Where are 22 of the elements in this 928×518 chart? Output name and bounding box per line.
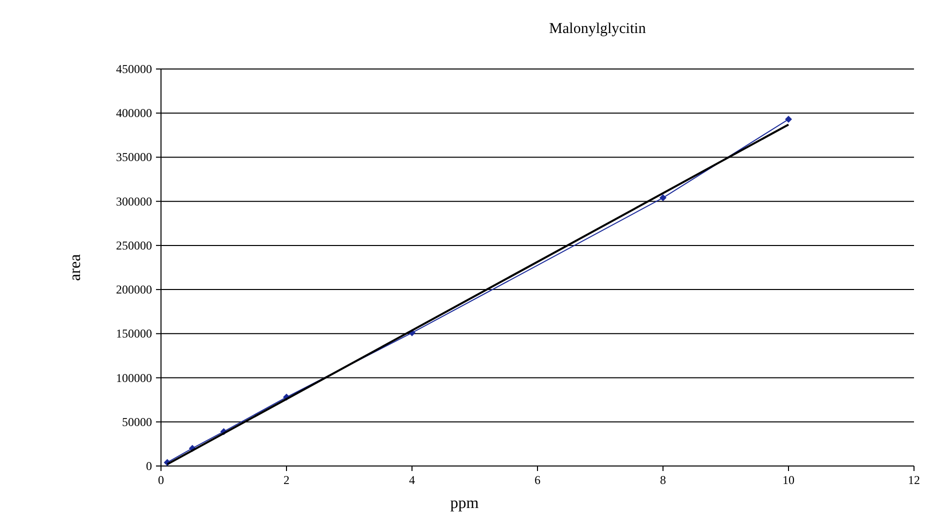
x-tick-label: 2 <box>284 473 290 487</box>
y-tick-label: 0 <box>146 459 152 473</box>
y-tick-label: 300000 <box>116 194 152 208</box>
y-tick-label: 100000 <box>116 370 152 385</box>
y-tick-label: 450000 <box>116 62 152 76</box>
x-tick-label: 0 <box>158 473 164 487</box>
y-tick-label: 400000 <box>116 106 152 120</box>
y-tick-label: 200000 <box>116 282 152 297</box>
point <box>660 194 666 202</box>
x-tick-label: 8 <box>660 473 666 487</box>
x-tick-label: 6 <box>534 473 540 487</box>
chart-title: Malonylglycitin <box>549 21 646 37</box>
x-tick-label: 10 <box>782 473 794 487</box>
y-axis-title: area <box>67 254 84 281</box>
point <box>785 116 792 123</box>
x-axis-title: ppm <box>450 495 480 512</box>
y-tick-label: 50000 <box>122 414 152 429</box>
x-tick-label: 12 <box>908 473 920 487</box>
x-tick-label: 4 <box>409 473 415 487</box>
y-tick-label: 150000 <box>116 326 152 341</box>
y-tick-label: 250000 <box>116 238 152 252</box>
y-tick-label: 350000 <box>116 150 152 164</box>
